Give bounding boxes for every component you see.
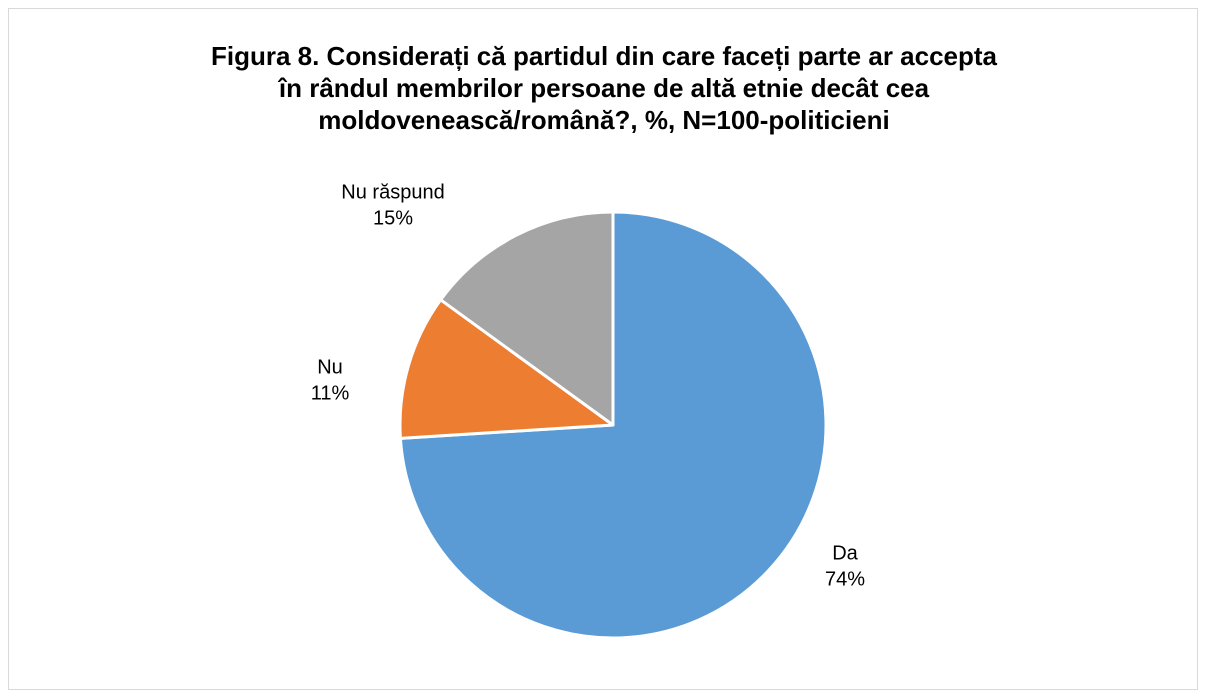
slice-value-label: 15% [373, 207, 413, 229]
pie-slice [439, 210, 615, 427]
slice-category-label: Nu [317, 356, 343, 378]
chart-frame [8, 8, 1198, 690]
slice-value-label: 74% [825, 568, 865, 590]
slice-value-label: 11% [311, 382, 350, 404]
slice-category-label: Da [832, 542, 858, 564]
pie-slice [398, 298, 615, 440]
slice-category-label: Nu răspund [341, 181, 444, 203]
chart-title: Figura 8. Considerați că partidul din ca… [210, 41, 998, 135]
